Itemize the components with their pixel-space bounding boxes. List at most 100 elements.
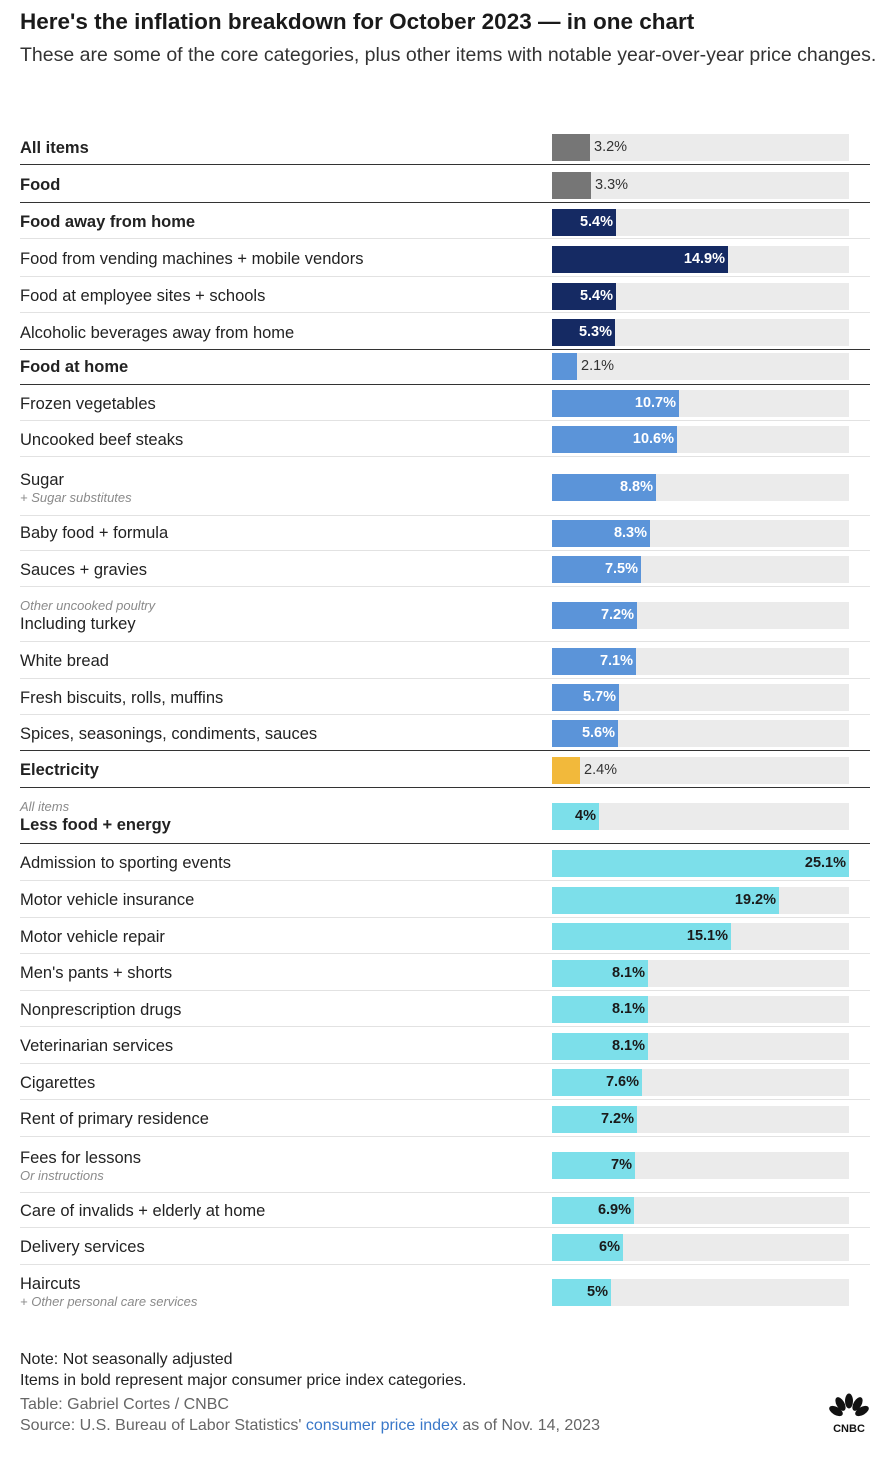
bar-value-label: 7.2% <box>600 607 634 623</box>
row-label-text: Men's pants + shorts <box>20 964 173 982</box>
table-row: Food from vending machines + mobile vend… <box>20 242 870 277</box>
bar-value-label: 5.4% <box>579 214 613 230</box>
row-note: Other uncooked poultry <box>20 597 156 613</box>
table-row: Admission to sporting events 25.1% <box>20 846 870 881</box>
table-row: Delivery services 6% <box>20 1230 870 1265</box>
row-label: Uncooked beef steaks <box>20 423 540 456</box>
row-label-text: White bread <box>20 652 109 670</box>
bar-value-label: 10.7% <box>634 395 676 411</box>
row-label-text: Veterinarian services <box>20 1037 174 1055</box>
row-label-text: All items <box>20 138 89 157</box>
bar-value-label: 8.1% <box>611 1038 645 1054</box>
table-row: Uncooked beef steaks 10.6% <box>20 423 870 457</box>
row-label: Sauces + gravies <box>20 553 540 586</box>
bar-track: 8.1% <box>552 1033 849 1060</box>
table-row: Nonprescription drugs 8.1% <box>20 993 870 1027</box>
bar-value-label: 7.6% <box>605 1074 639 1090</box>
source-line: Source: U.S. Bureau of Labor Statistics'… <box>20 1415 600 1436</box>
bar-value-label: 3.2% <box>594 139 628 155</box>
bar <box>552 172 591 199</box>
row-label-text: Sauces + gravies <box>20 560 148 579</box>
row-label: Food from vending machines + mobile vend… <box>20 242 540 276</box>
row-label: Men's pants + shorts <box>20 956 540 990</box>
bar-track: 7.6% <box>552 1069 849 1096</box>
table-row: Sauces + gravies 7.5% <box>20 553 870 587</box>
table-row: Cigarettes 7.6% <box>20 1066 870 1100</box>
table-row: White bread 7.1% <box>20 644 870 679</box>
bar-value-label: 25.1% <box>804 855 846 871</box>
bar-track: 14.9% <box>552 246 849 273</box>
bar <box>552 426 677 453</box>
row-label: Motor vehicle repair <box>20 920 540 953</box>
table-row: Fees for lessons Or instructions 7% <box>20 1139 870 1193</box>
bar <box>552 803 599 830</box>
table-row: Spices, seasonings, condiments, sauces 5.… <box>20 717 870 751</box>
bar <box>552 850 849 877</box>
bar <box>552 209 616 236</box>
row-label: Care of invalids + elderly at home <box>20 1194 540 1227</box>
bar-track: 5.3% <box>552 319 849 346</box>
bar <box>552 1279 611 1306</box>
bar-track: 19.2% <box>552 887 849 914</box>
row-label: Food away from home <box>20 206 540 238</box>
bar-track: 7.2% <box>552 602 849 629</box>
row-label: White bread <box>20 644 540 678</box>
bar <box>552 319 615 346</box>
row-label: Electricity <box>20 753 540 787</box>
bar <box>552 134 590 161</box>
bar-track: 2.1% <box>552 353 849 380</box>
source-link[interactable]: consumer price index <box>305 1417 458 1434</box>
table-row: All items Less food + energy 4% <box>20 790 870 844</box>
bar-value-label: 8.1% <box>611 965 645 981</box>
row-label: All items Less food + energy <box>20 790 540 843</box>
bar-value-label: 5.6% <box>581 725 615 741</box>
row-label-text: Motor vehicle insurance <box>20 891 195 909</box>
bar <box>552 602 637 629</box>
bar-track: 8.1% <box>552 960 849 987</box>
bar-value-label: 4% <box>575 808 596 824</box>
bar-value-label: 3.3% <box>595 177 629 193</box>
bar-track: 8.8% <box>552 474 849 501</box>
row-label-text: Less food + energy <box>20 815 171 834</box>
bar-value-label: 2.4% <box>584 762 618 778</box>
bar-track: 25.1% <box>552 850 849 877</box>
bar-track: 4% <box>552 803 849 830</box>
chart-subtitle: These are some of the core categories, p… <box>20 44 877 66</box>
row-label-text: Admission to sporting events <box>20 854 231 872</box>
bar <box>552 923 731 950</box>
table-row: Rent of primary residence 7.2% <box>20 1102 870 1137</box>
footnote-bold: Items in bold represent major consumer p… <box>20 1372 467 1389</box>
bar <box>552 1234 623 1261</box>
row-label-text: Cigarettes <box>20 1073 96 1092</box>
bar-track: 5.7% <box>552 684 849 711</box>
row-label-text: Food at employee sites + schools <box>20 287 266 305</box>
cnbc-peacock-icon: CNBC <box>829 1393 869 1435</box>
row-label-text: Electricity <box>20 761 99 779</box>
bar-value-label: 5.4% <box>579 288 613 304</box>
bar-track: 5.4% <box>552 283 849 310</box>
table-row: Frozen vegetables 10.7% <box>20 387 870 421</box>
row-note: + Other personal care services <box>20 1294 198 1309</box>
row-label: Food <box>20 168 540 202</box>
bar <box>552 1033 648 1060</box>
cnbc-logo: CNBC <box>824 1392 874 1435</box>
bar-track: 2.4% <box>552 757 849 784</box>
row-label: Veterinarian services <box>20 1029 540 1063</box>
row-label-text: Sugar <box>20 470 65 489</box>
bar-value-label: 5.7% <box>582 689 616 705</box>
bar <box>552 520 650 547</box>
row-label-text: Fresh biscuits, rolls, muffins <box>20 688 224 707</box>
row-label-text: Spices, seasonings, condiments, sauces <box>20 724 318 743</box>
row-label-text: Including turkey <box>20 614 136 633</box>
row-label: Other uncooked poultry Including turkey <box>20 590 540 641</box>
bar-value-label: 6.9% <box>597 1202 631 1218</box>
bar <box>552 648 636 675</box>
row-label: Spices, seasonings, condiments, sauces <box>20 717 540 750</box>
row-note: + Sugar substitutes <box>20 489 132 505</box>
row-note: All items <box>20 798 70 814</box>
bar-track: 7.2% <box>552 1106 849 1133</box>
table-row: Food 3.3% <box>20 168 870 203</box>
table-row: Men's pants + shorts 8.1% <box>20 956 870 991</box>
bar-value-label: 10.6% <box>632 431 674 447</box>
